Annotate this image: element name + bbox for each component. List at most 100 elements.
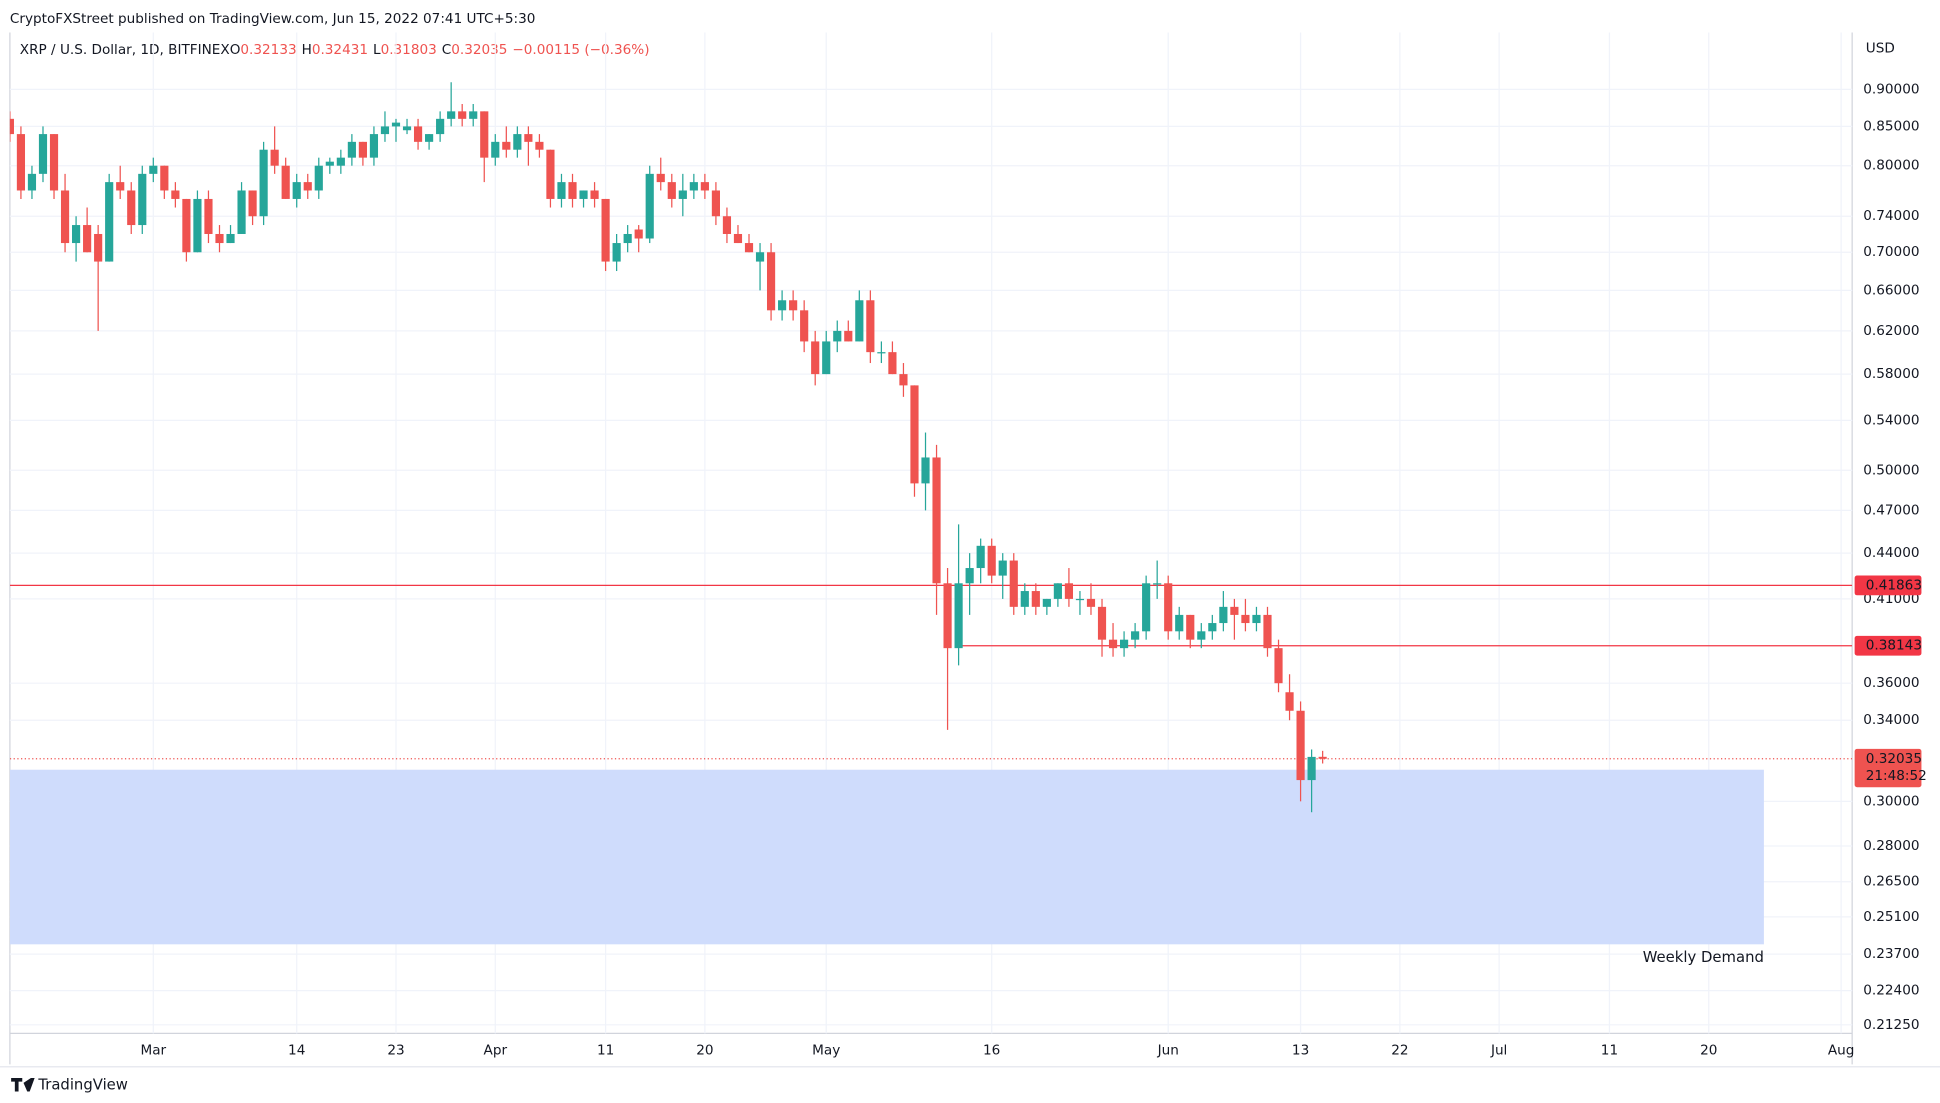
zone-label: Weekly Demand: [1643, 949, 1764, 966]
candle-body: [502, 141, 511, 150]
candle-body: [1263, 614, 1272, 649]
candle-body: [943, 583, 952, 649]
candle-body: [314, 165, 323, 191]
x-tick-label: 11: [597, 1043, 614, 1059]
candle-body: [524, 134, 533, 142]
candle-body: [1175, 614, 1184, 632]
change: −0.00115 (−0.36%): [512, 42, 649, 58]
y-tick-label: 0.90000: [1863, 81, 1919, 97]
y-tick-label: 0.74000: [1863, 208, 1919, 224]
candle-body: [722, 216, 732, 234]
x-tick-label: 16: [983, 1043, 1000, 1059]
candle-body: [590, 190, 599, 199]
candle-body: [413, 126, 423, 142]
candle-body: [634, 229, 643, 239]
y-tick-label: 0.26500: [1863, 874, 1919, 890]
candle-body: [425, 134, 434, 142]
candle-body: [469, 111, 478, 119]
y-tick-label: 0.66000: [1863, 282, 1919, 298]
x-tick-label: 11: [1601, 1043, 1618, 1059]
x-tick-label: 20: [696, 1043, 713, 1059]
x-tick-label: Apr: [484, 1043, 508, 1059]
y-tick-label: 0.25100: [1863, 909, 1919, 925]
candle-body: [27, 173, 37, 191]
x-tick-label: Jun: [1157, 1043, 1179, 1059]
x-tick-label: Mar: [140, 1043, 166, 1059]
candle-body: [678, 190, 687, 199]
x-tick-label: Jul: [1490, 1043, 1507, 1059]
candle-body: [778, 300, 787, 311]
candle-body: [888, 352, 897, 375]
candle-body: [94, 233, 103, 262]
y-tick-label: 0.28000: [1863, 838, 1919, 854]
candle-body: [1053, 583, 1062, 599]
candle-body: [998, 560, 1007, 576]
candle-body: [1219, 606, 1228, 624]
y-tick-label: 0.54000: [1863, 412, 1919, 428]
candle-body: [83, 225, 92, 253]
candle-body: [568, 182, 577, 199]
candle-body: [72, 225, 81, 244]
y-tick-label: 0.47000: [1863, 502, 1919, 518]
candle-body: [921, 457, 930, 484]
candle-body: [491, 141, 500, 158]
candle-body: [811, 341, 820, 375]
candle-body: [744, 243, 754, 253]
candle-body: [601, 198, 610, 262]
candle-body: [789, 300, 798, 311]
candle-body: [1186, 614, 1195, 640]
level-tag-label: 0.38143: [1866, 638, 1922, 654]
candle-body: [16, 134, 26, 191]
candle-body: [700, 182, 709, 191]
candle-body: [105, 182, 114, 262]
ohlc-key: C: [442, 42, 452, 58]
candle-body: [215, 233, 224, 244]
candle-body: [303, 182, 312, 191]
y-tick-label: 0.70000: [1863, 244, 1919, 260]
candle-body: [9, 118, 14, 135]
logo-text: TradingView: [37, 1076, 128, 1093]
candle-body: [281, 165, 290, 199]
candle-body: [182, 198, 191, 253]
x-tick-label: May: [812, 1043, 840, 1059]
level-tag: [1854, 575, 1922, 596]
x-tick-label: 22: [1391, 1043, 1408, 1059]
logo: TradingView: [11, 1076, 128, 1093]
candle-body: [391, 122, 401, 127]
candle-body: [733, 233, 743, 244]
candle-body: [1119, 639, 1129, 649]
candle-body: [1296, 710, 1305, 781]
candle-body: [347, 141, 356, 158]
candle-body: [1031, 591, 1040, 607]
candle-body: [877, 352, 886, 354]
candle-body: [1153, 583, 1162, 585]
candle-body: [987, 545, 996, 576]
y-tick-label: 0.80000: [1863, 158, 1919, 174]
demand-zone: [9, 769, 1764, 945]
candle-body: [1075, 598, 1085, 601]
countdown: 21:48:52: [1866, 768, 1927, 784]
candle-body: [380, 126, 390, 135]
candle-body: [910, 385, 919, 484]
candle-body: [954, 583, 963, 649]
currency: USD: [1866, 41, 1895, 57]
candle-body: [612, 243, 621, 262]
candle-body: [127, 190, 136, 226]
x-tick-label: 13: [1292, 1043, 1309, 1059]
candle-body: [1097, 606, 1107, 640]
candle-body: [1086, 598, 1096, 607]
candle-body: [1285, 692, 1294, 711]
candle-body: [755, 252, 765, 262]
candle-body: [447, 111, 456, 119]
candle-body: [1230, 606, 1239, 615]
candle-body: [800, 310, 809, 342]
candle-body: [204, 198, 213, 234]
candle-body: [292, 182, 301, 199]
candle-body: [833, 330, 842, 342]
attribution: CryptoFXStreet published on TradingView.…: [10, 11, 536, 27]
y-tick-label: 0.23700: [1863, 946, 1919, 962]
candle-body: [645, 173, 654, 239]
y-tick-label: 0.58000: [1863, 366, 1919, 382]
